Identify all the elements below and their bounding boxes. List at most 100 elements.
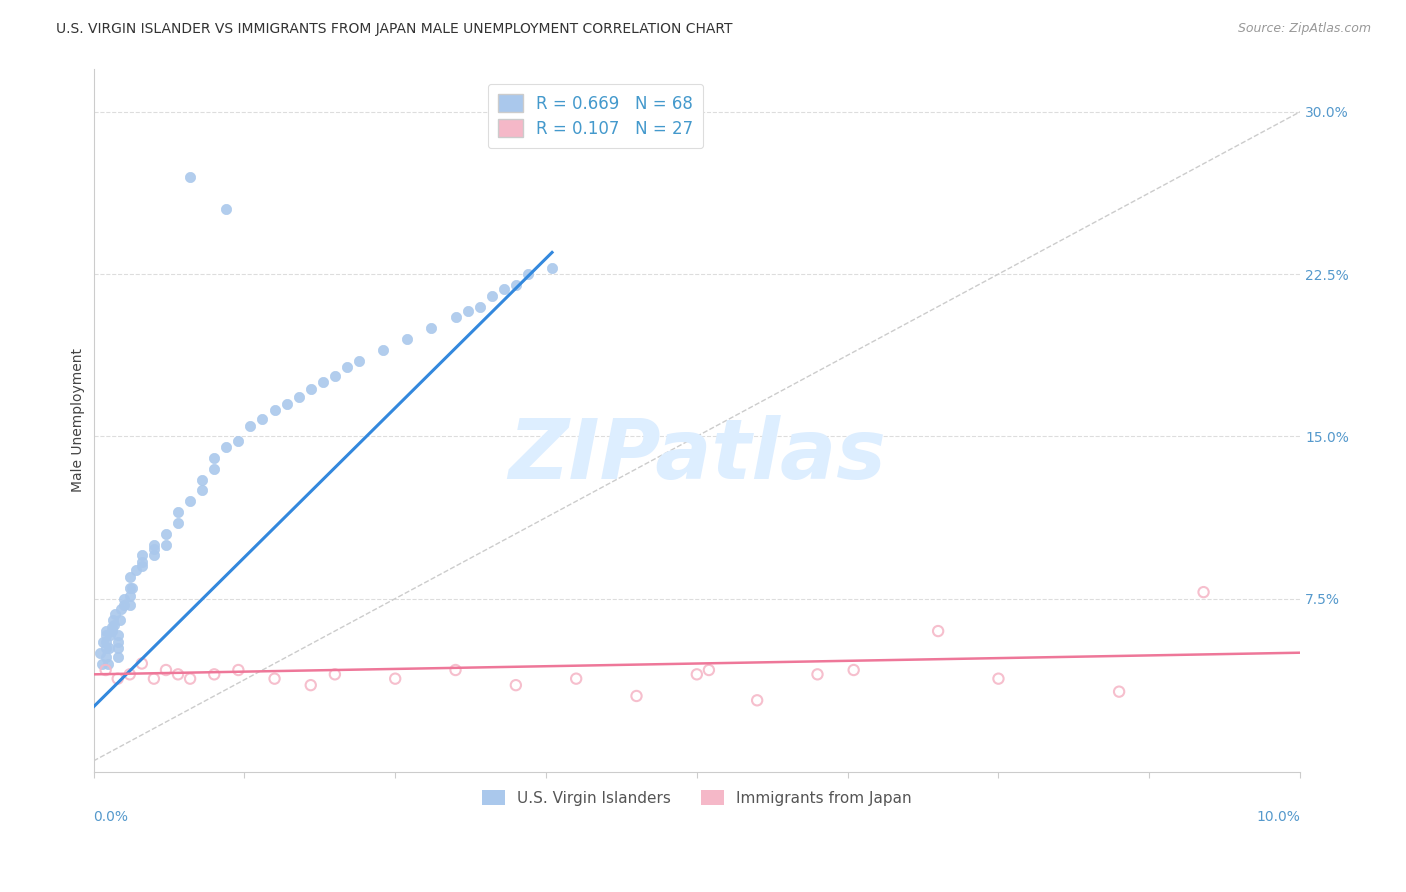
Point — [468, 300, 491, 314]
Point — [299, 382, 322, 396]
Point — [131, 559, 153, 574]
Point — [118, 590, 141, 604]
Point — [94, 635, 117, 649]
Point — [167, 505, 190, 519]
Point — [94, 663, 117, 677]
Point — [686, 667, 709, 681]
Point — [112, 591, 135, 606]
Point — [167, 516, 190, 530]
Point — [155, 537, 177, 551]
Point — [179, 672, 201, 686]
Text: Source: ZipAtlas.com: Source: ZipAtlas.com — [1237, 22, 1371, 36]
Point — [100, 620, 122, 634]
Legend: U.S. Virgin Islanders, Immigrants from Japan: U.S. Virgin Islanders, Immigrants from J… — [474, 782, 920, 814]
Point — [94, 641, 117, 656]
Point — [107, 635, 129, 649]
Point — [107, 628, 129, 642]
Point — [100, 624, 122, 638]
Point — [299, 678, 322, 692]
Point — [131, 549, 153, 563]
Text: U.S. VIRGIN ISLANDER VS IMMIGRANTS FROM JAPAN MALE UNEMPLOYMENT CORRELATION CHAR: U.S. VIRGIN ISLANDER VS IMMIGRANTS FROM … — [56, 22, 733, 37]
Point — [806, 667, 828, 681]
Point — [94, 624, 117, 638]
Point — [91, 635, 114, 649]
Point — [215, 440, 238, 454]
Point — [505, 678, 527, 692]
Point — [125, 564, 148, 578]
Point — [541, 260, 564, 275]
Point — [287, 391, 309, 405]
Point — [118, 598, 141, 612]
Point — [91, 657, 114, 671]
Point — [516, 267, 538, 281]
Point — [626, 689, 648, 703]
Point — [100, 628, 122, 642]
Point — [179, 169, 201, 184]
Point — [481, 289, 503, 303]
Point — [336, 360, 359, 375]
Point — [191, 483, 214, 498]
Point — [131, 555, 153, 569]
Text: ZIPatlas: ZIPatlas — [508, 415, 886, 496]
Point — [104, 607, 127, 621]
Point — [202, 667, 225, 681]
Point — [142, 537, 165, 551]
Point — [131, 657, 153, 671]
Point — [396, 332, 419, 346]
Point — [842, 663, 865, 677]
Point — [142, 672, 165, 686]
Point — [155, 663, 177, 677]
Point — [228, 663, 250, 677]
Point — [108, 613, 131, 627]
Point — [492, 282, 515, 296]
Point — [323, 667, 346, 681]
Y-axis label: Male Unemployment: Male Unemployment — [72, 348, 86, 492]
Point — [142, 549, 165, 563]
Text: 0.0%: 0.0% — [94, 810, 128, 824]
Point — [89, 646, 111, 660]
Point — [155, 526, 177, 541]
Text: 10.0%: 10.0% — [1256, 810, 1301, 824]
Point — [107, 650, 129, 665]
Point — [107, 641, 129, 656]
Point — [202, 462, 225, 476]
Point — [444, 663, 467, 677]
Point — [239, 418, 262, 433]
Point — [697, 663, 720, 677]
Point — [112, 598, 135, 612]
Point — [312, 376, 335, 390]
Point — [107, 672, 129, 686]
Point — [927, 624, 949, 638]
Point — [202, 450, 225, 465]
Point — [110, 602, 132, 616]
Point — [118, 581, 141, 595]
Point — [276, 397, 298, 411]
Point — [97, 657, 120, 671]
Point — [252, 412, 274, 426]
Point — [384, 672, 406, 686]
Point — [103, 617, 125, 632]
Point — [94, 628, 117, 642]
Point — [347, 353, 370, 368]
Point — [323, 368, 346, 383]
Point — [444, 310, 467, 325]
Point — [179, 494, 201, 508]
Point — [118, 667, 141, 681]
Point — [167, 667, 190, 681]
Point — [98, 641, 121, 656]
Point — [94, 650, 117, 665]
Point — [747, 693, 769, 707]
Point — [228, 434, 250, 448]
Point — [263, 403, 285, 417]
Point — [420, 321, 443, 335]
Point — [121, 581, 143, 595]
Point — [565, 672, 588, 686]
Point — [505, 277, 527, 292]
Point — [118, 570, 141, 584]
Point — [1108, 684, 1130, 698]
Point — [142, 541, 165, 556]
Point — [457, 303, 479, 318]
Point — [1192, 585, 1215, 599]
Point — [263, 672, 285, 686]
Point — [101, 613, 124, 627]
